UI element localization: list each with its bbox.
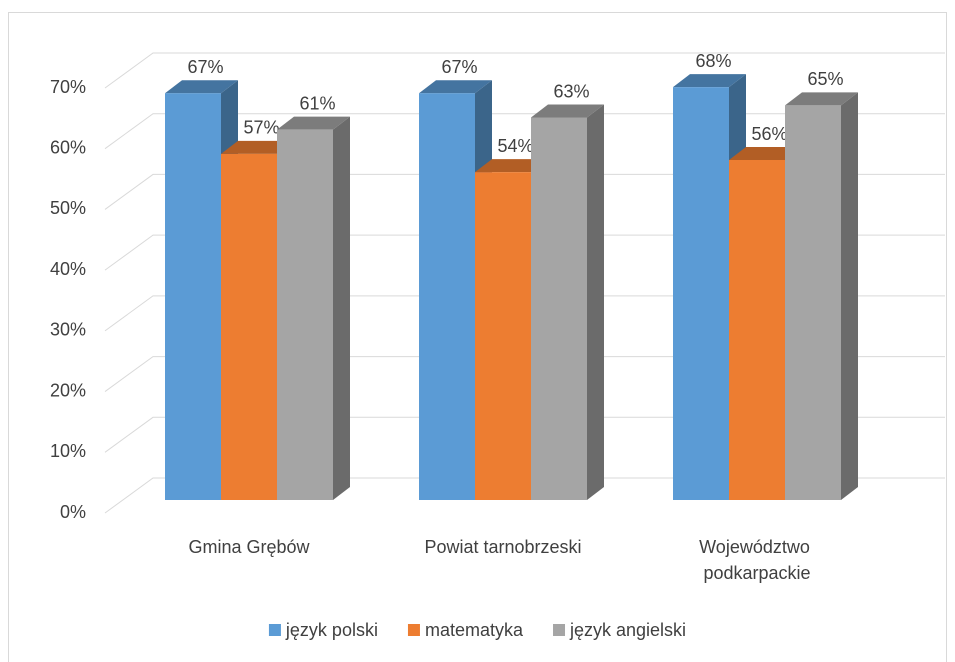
y-tick-label: 30%: [50, 320, 86, 340]
value-label: 54%: [497, 136, 533, 156]
y-tick-label: 10%: [50, 441, 86, 461]
bar-front: [531, 117, 587, 500]
bar-top: [419, 80, 492, 94]
value-label: 68%: [695, 51, 731, 71]
y-tick-label: 50%: [50, 198, 86, 218]
bar-top: [531, 104, 604, 118]
x-tick-label: Powiat tarnobrzeski: [424, 537, 581, 557]
value-label: 65%: [807, 69, 843, 89]
value-label: 67%: [441, 57, 477, 77]
x-tick-label: Województwo podkarpackie: [699, 537, 815, 583]
legend-label: matematyka: [425, 620, 524, 640]
y-tick-label: 40%: [50, 259, 86, 279]
bar-front: [419, 93, 475, 500]
bar-front: [277, 129, 333, 500]
bar-side: [841, 92, 858, 500]
bar-front: [221, 153, 277, 500]
bar-top: [729, 147, 802, 160]
bar-top: [475, 159, 548, 173]
bar-front: [785, 105, 841, 500]
value-label: 61%: [299, 93, 335, 113]
legend-label: język angielski: [569, 620, 686, 640]
bar-top: [221, 140, 294, 154]
value-label: 63%: [553, 81, 589, 101]
value-label: 56%: [751, 124, 787, 144]
grid-line: [104, 52, 945, 89]
legend-swatch: [407, 624, 420, 636]
bar-side: [333, 116, 350, 501]
y-tick-label: 0%: [60, 502, 86, 522]
bar: [277, 116, 350, 501]
bar-top: [165, 80, 238, 94]
bar-side: [587, 104, 604, 500]
bar: [531, 104, 604, 500]
value-label: 67%: [187, 57, 223, 77]
value-label: 57%: [243, 118, 279, 138]
bar-front: [729, 160, 785, 500]
chart-border: [8, 12, 947, 662]
bar-front: [165, 93, 221, 500]
bar-top: [785, 92, 858, 106]
bar: [785, 92, 858, 500]
bar-top: [277, 116, 350, 130]
y-tick-label: 70%: [50, 77, 86, 97]
y-tick-label: 60%: [50, 137, 86, 157]
bar-top: [673, 74, 746, 88]
legend-label: język polski: [285, 620, 378, 640]
y-tick-label: 20%: [50, 380, 86, 400]
bar-front: [673, 87, 729, 501]
bar-front: [475, 172, 531, 500]
x-tick-label: Gmina Grębów: [188, 537, 310, 557]
legend-swatch: [268, 624, 281, 636]
legend-swatch: [553, 624, 566, 636]
